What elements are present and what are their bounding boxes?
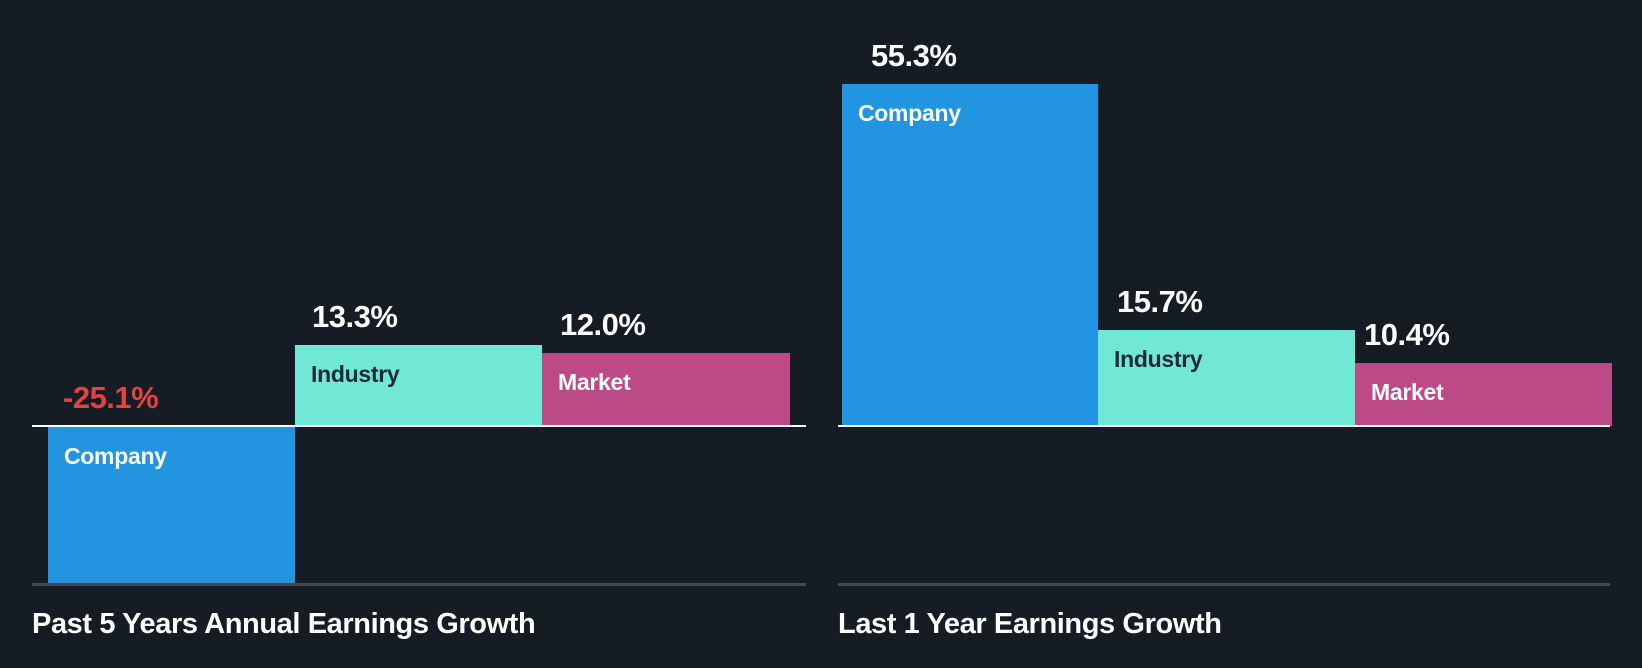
company-value: -25.1% [63, 380, 159, 415]
market-value: 10.4% [1364, 317, 1450, 352]
market-value: 12.0% [560, 307, 646, 342]
chart-title: Past 5 Years Annual Earnings Growth [32, 608, 536, 640]
company-value: 55.3% [871, 38, 957, 73]
industry-value: 13.3% [312, 299, 398, 334]
company-bar: Company [842, 84, 1098, 426]
industry-bar: Industry [1098, 330, 1355, 426]
company-bar-label: Company [64, 443, 167, 469]
baseline [838, 583, 1610, 586]
market-bar-label: Market [1371, 379, 1444, 405]
zero-line [838, 425, 1610, 427]
industry-value: 15.7% [1117, 284, 1203, 319]
company-bar: Company [48, 427, 295, 584]
market-bar-label: Market [558, 369, 631, 395]
industry-bar-label: Industry [1114, 346, 1203, 372]
zero-line [32, 425, 806, 427]
industry-bar: Industry [295, 345, 542, 426]
market-bar: Market [1355, 363, 1612, 426]
market-bar: Market [542, 353, 790, 426]
industry-bar-label: Industry [311, 361, 400, 387]
baseline [32, 583, 806, 586]
chart-past-5-years: -25.1% Company 13.3% Industry 12.0% Mark… [0, 0, 820, 668]
chart-title: Last 1 Year Earnings Growth [838, 608, 1222, 640]
company-bar-label: Company [858, 100, 961, 126]
